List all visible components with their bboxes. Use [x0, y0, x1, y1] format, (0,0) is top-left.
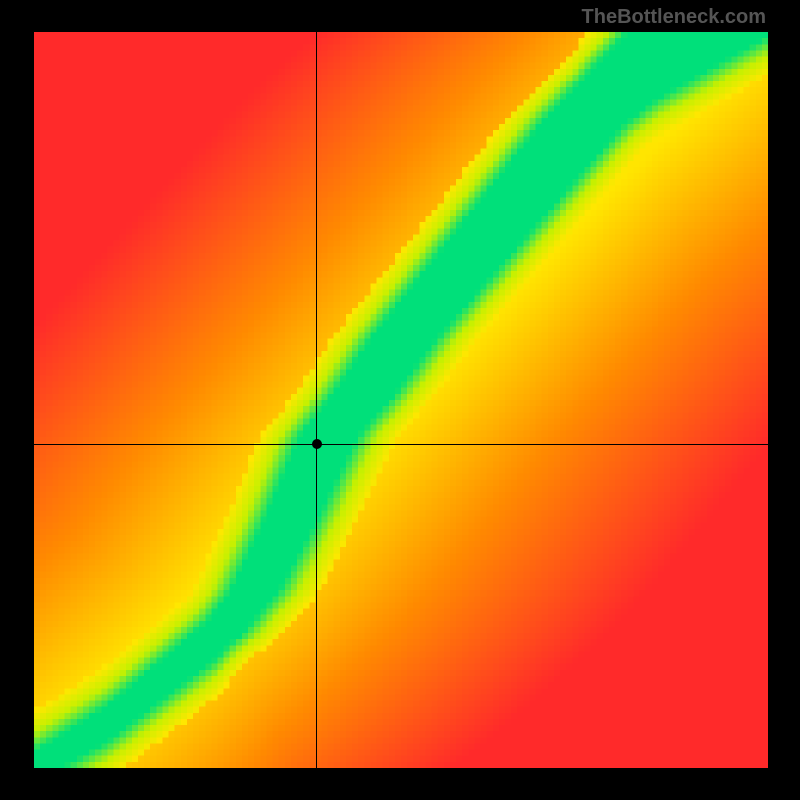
- watermark-text: TheBottleneck.com: [582, 6, 766, 29]
- crosshair-horizontal: [34, 444, 768, 445]
- bottleneck-heatmap: [34, 32, 768, 768]
- crosshair-vertical: [316, 32, 317, 768]
- chart-container: { "type": "heatmap", "watermark": { "tex…: [0, 0, 800, 800]
- crosshair-marker: [312, 439, 322, 449]
